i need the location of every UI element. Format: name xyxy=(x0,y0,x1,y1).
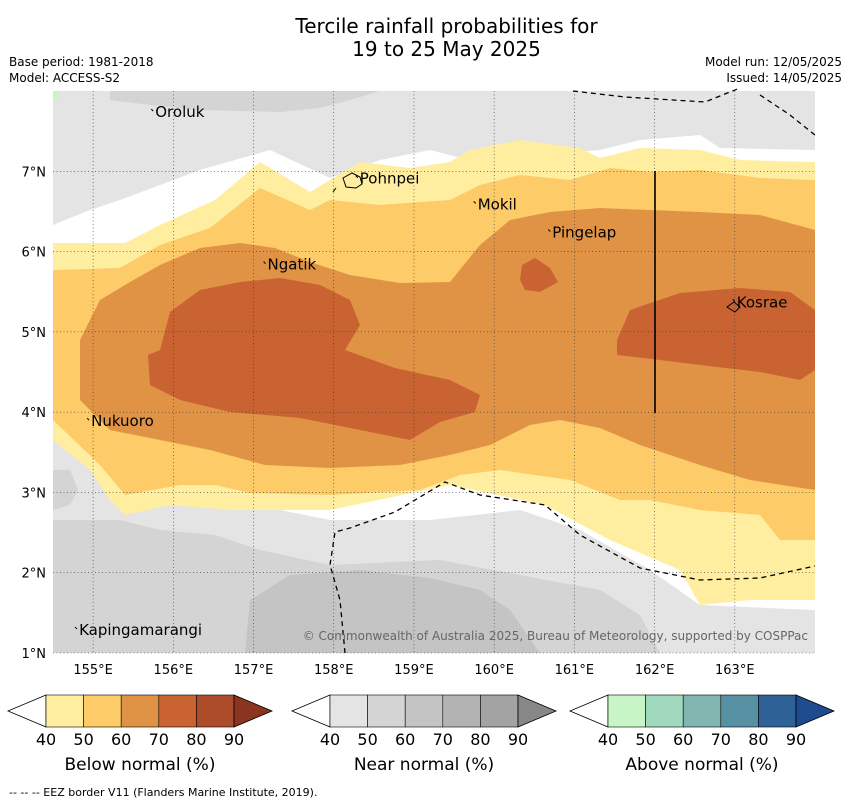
lon-tick-label: 160°E xyxy=(474,663,514,678)
colorbar-segment xyxy=(758,695,796,727)
place-label-kosrae: Kosrae xyxy=(737,293,788,311)
colorbars xyxy=(8,695,834,727)
lat-tick-label: 5°N xyxy=(22,326,47,341)
colorbar-segment xyxy=(721,695,759,727)
above-normal-patch xyxy=(53,91,60,99)
place-label-nukuoro: Nukuoro xyxy=(91,412,154,430)
colorbar-segment xyxy=(46,695,84,727)
colorbar-tick-label: 40 xyxy=(31,730,61,749)
colorbar-max-extension xyxy=(518,695,556,727)
lon-tick-label: 158°E xyxy=(314,663,354,678)
place-label-pohnpei: Pohnpei xyxy=(360,170,420,188)
place-label-ngatik: Ngatik xyxy=(268,256,317,274)
lon-tick-label: 156°E xyxy=(154,663,194,678)
lat-tick-label: 6°N xyxy=(22,246,47,261)
colorbar-tick-label: 40 xyxy=(315,730,345,749)
colorbar-segment xyxy=(159,695,197,727)
lat-tick-label: 7°N xyxy=(22,165,47,180)
place-label-mokil: Mokil xyxy=(478,195,517,213)
colorbar-tick-label: 60 xyxy=(106,730,136,749)
colorbar-tick-label: 60 xyxy=(390,730,420,749)
colorbar-tick-label: 50 xyxy=(353,730,383,749)
colorbar-segment xyxy=(443,695,481,727)
colorbar-segment xyxy=(608,695,646,727)
place-label-pingelap: Pingelap xyxy=(552,224,616,242)
map-credit: © Commonwealth of Australia 2025, Bureau… xyxy=(303,629,808,643)
colorbar-segment xyxy=(368,695,406,727)
colorbar-segment xyxy=(405,695,443,727)
place-label-oroluk: Oroluk xyxy=(155,103,204,121)
colorbar-tick-label: 80 xyxy=(743,730,773,749)
colorbar-title: Above normal (%) xyxy=(592,755,812,775)
colorbar-3 xyxy=(570,695,834,727)
rainfall-probability-map: Oroluk Pohnpei Mokil Pingelap Ngatik Kosrae Nu… xyxy=(0,0,850,804)
colorbar-tick-label: 70 xyxy=(144,730,174,749)
colorbar-tick-label: 80 xyxy=(181,730,211,749)
colorbar-min-extension xyxy=(8,695,46,727)
lat-tick-label: 3°N xyxy=(22,486,47,501)
lat-tick-label: 4°N xyxy=(22,406,47,421)
colorbar-segment xyxy=(121,695,159,727)
lon-tick-label: 163°E xyxy=(715,663,755,678)
colorbar-tick-label: 50 xyxy=(631,730,661,749)
lon-tick-label: 162°E xyxy=(635,663,675,678)
colorbar-segment xyxy=(683,695,721,727)
colorbar-max-extension xyxy=(796,695,834,727)
colorbar-1 xyxy=(8,695,272,727)
lat-tick-label: 2°N xyxy=(22,567,47,582)
colorbar-min-extension xyxy=(570,695,608,727)
eez-footnote: -- -- -- EEZ border V11 (Flanders Marine… xyxy=(9,786,317,799)
colorbar-segment xyxy=(646,695,684,727)
colorbar-title: Below normal (%) xyxy=(30,755,250,775)
colorbar-tick-label: 70 xyxy=(706,730,736,749)
lon-tick-label: 159°E xyxy=(394,663,434,678)
colorbar-max-extension xyxy=(234,695,272,727)
colorbar-tick-label: 50 xyxy=(69,730,99,749)
lon-tick-label: 157°E xyxy=(234,663,274,678)
colorbar-tick-label: 90 xyxy=(503,730,533,749)
colorbar-tick-label: 90 xyxy=(781,730,811,749)
colorbar-title: Near normal (%) xyxy=(314,755,534,775)
colorbar-tick-label: 70 xyxy=(428,730,458,749)
place-label-kapingamarangi: Kapingamarangi xyxy=(79,621,202,639)
colorbar-2 xyxy=(292,695,556,727)
lon-tick-label: 161°E xyxy=(555,663,595,678)
colorbar-tick-label: 80 xyxy=(465,730,495,749)
colorbar-segment xyxy=(84,695,122,727)
colorbar-min-extension xyxy=(292,695,330,727)
lon-tick-label: 155°E xyxy=(73,663,113,678)
lat-tick-label: 1°N xyxy=(22,647,47,662)
colorbar-tick-label: 90 xyxy=(219,730,249,749)
colorbar-segment xyxy=(196,695,234,727)
colorbar-tick-label: 40 xyxy=(593,730,623,749)
map-shading xyxy=(53,91,815,653)
colorbar-segment xyxy=(480,695,518,727)
colorbar-segment xyxy=(330,695,368,727)
colorbar-tick-label: 60 xyxy=(668,730,698,749)
